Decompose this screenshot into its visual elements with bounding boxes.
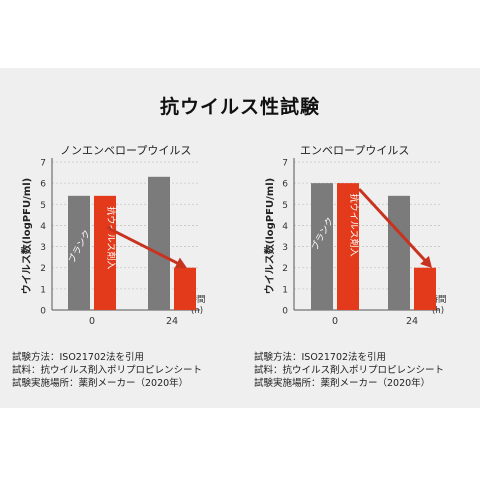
note-sample: 試料：抗ウイルス剤入ポリプロピレンシート: [12, 365, 203, 376]
bar-treated-0h: [337, 183, 359, 310]
y-tick-label: 3: [282, 243, 288, 253]
test-notes-right: 試験方法：ISO21702法を引用 試料：抗ウイルス剤入ポリプロピレンシート 試…: [254, 351, 444, 390]
y-tick-label: 6: [282, 180, 288, 190]
bar-blank-24h: [148, 176, 170, 310]
note-method: 試験方法：ISO21702法を引用: [254, 352, 387, 363]
bar-treated-24h: [174, 267, 196, 310]
x-axis-label: 時間: [188, 295, 205, 305]
note-method: 試験方法：ISO21702法を引用: [12, 352, 145, 363]
page-title: 抗ウイルス性試験: [159, 96, 320, 118]
note-location: 試験実施場所：薬剤メーカー（2020年）: [254, 378, 431, 389]
y-tick-label: 3: [40, 243, 46, 253]
y-axis-label: ウイルス数(logPFU/ml): [263, 178, 276, 294]
note-location: 試験実施場所：薬剤メーカー（2020年）: [12, 378, 189, 389]
note-sample: 試料：抗ウイルス剤入ポリプロピレンシート: [254, 365, 445, 376]
x-axis-label: 時間: [429, 295, 446, 305]
reduction-arrow-head: [174, 257, 187, 269]
y-tick-label: 0: [282, 307, 288, 317]
y-tick-label: 1: [282, 285, 288, 295]
test-notes-left: 試験方法：ISO21702法を引用 試料：抗ウイルス剤入ポリプロピレンシート 試…: [12, 351, 202, 390]
reduction-arrow-shaft: [106, 226, 179, 265]
y-tick-label: 1: [40, 285, 46, 295]
y-tick-label: 6: [40, 180, 46, 190]
x-axis-label: (h): [432, 306, 444, 316]
y-tick-label: 5: [40, 201, 46, 211]
y-tick-label: 7: [40, 159, 46, 169]
y-axis-label: ウイルス数(logPFU/ml): [20, 178, 33, 294]
y-tick-label: 2: [282, 264, 288, 274]
x-tick-label: 0: [89, 316, 95, 327]
x-tick-label: 24: [406, 316, 418, 327]
y-tick-label: 4: [40, 222, 46, 232]
y-tick-label: 5: [282, 201, 288, 211]
x-tick-label: 24: [166, 316, 178, 327]
bar-blank-24h: [388, 195, 410, 310]
bar-label-treated: 抗ウイルス剤入: [348, 194, 360, 257]
bar-blank-0h: [311, 183, 333, 310]
x-tick-label: 0: [332, 316, 338, 327]
chart-title-non-enveloped: ノンエンベロープウイルス: [60, 144, 192, 157]
y-tick-label: 4: [282, 222, 288, 232]
y-tick-label: 7: [282, 159, 288, 169]
y-tick-label: 2: [40, 264, 46, 274]
chart-title-enveloped: エンベロープウイルス: [300, 144, 410, 157]
bar-treated-0h: [94, 195, 116, 310]
y-tick-label: 0: [40, 307, 46, 317]
bar-blank-0h: [68, 195, 90, 310]
bar-treated-24h: [414, 267, 436, 310]
reduction-arrow-head: [420, 255, 432, 268]
x-axis-label: (h): [191, 306, 203, 316]
bar-label-treated: 抗ウイルス剤入: [105, 206, 117, 269]
reduction-arrow-shaft: [358, 188, 427, 262]
